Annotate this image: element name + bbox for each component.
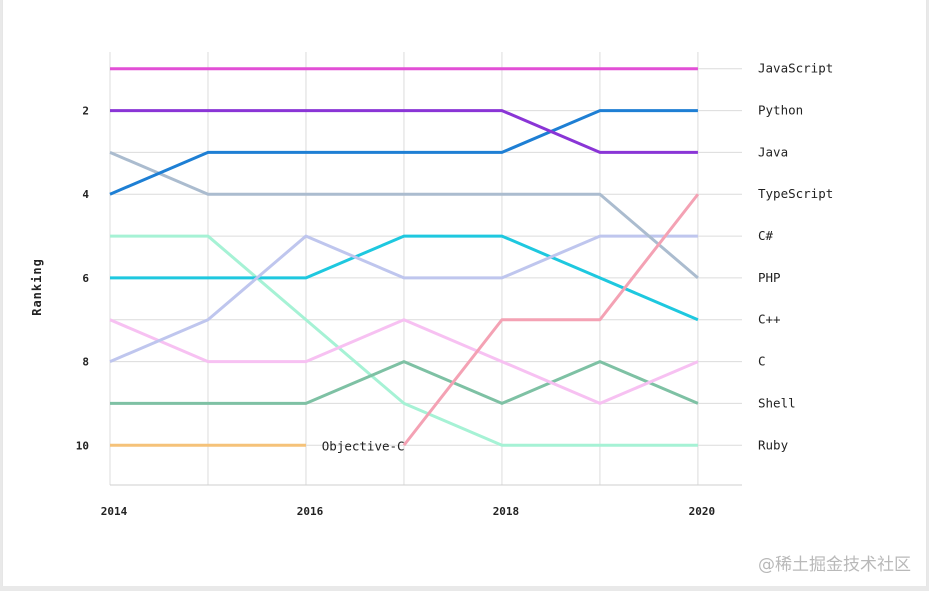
annotation-objective-c: Objective-C — [322, 438, 405, 453]
y-tick-label: 6 — [82, 272, 89, 285]
rank-label-cpp: C++ — [758, 312, 781, 327]
rank-label-ruby: Ruby — [758, 437, 789, 452]
rank-label-javascript: JavaScript — [758, 61, 833, 76]
x-tick-label: 2018 — [493, 505, 520, 518]
series-line-shell — [110, 360, 699, 405]
series-line-cpp — [110, 234, 699, 322]
rank-label-java: Java — [758, 144, 788, 159]
rank-label-python: Python — [758, 103, 803, 118]
axes: 2014 2016 2018 2020 2 4 6 8 10 — [76, 105, 742, 518]
series-line-csharp — [109, 151, 699, 280]
watermark: @稀土掘金技术社区 — [758, 555, 911, 575]
rank-label-c: C — [758, 354, 766, 369]
series-line-java — [109, 109, 698, 196]
grid — [109, 52, 742, 485]
x-tick-label: 2020 — [689, 505, 716, 518]
rank-label-csharp: C# — [758, 228, 774, 243]
x-tick-label: 2014 — [101, 505, 128, 518]
series-line-php — [109, 234, 698, 363]
series-line-python — [110, 109, 698, 154]
series-line-c — [109, 318, 699, 405]
x-tick-label: 2016 — [297, 505, 324, 518]
rank-label-shell: Shell — [758, 395, 796, 410]
y-tick-label: 4 — [82, 188, 89, 201]
y-tick-label: 10 — [76, 439, 89, 452]
series-line-ruby — [110, 234, 698, 447]
y-tick-label: 2 — [82, 105, 89, 118]
series-line-typescript — [402, 193, 700, 447]
rank-label-typescript: TypeScript — [758, 186, 833, 201]
y-axis-title: Ranking — [30, 258, 44, 316]
series-lines — [109, 67, 700, 447]
y-tick-label: 8 — [82, 356, 89, 369]
rank-label-php: PHP — [758, 270, 781, 285]
series-labels: JavaScript Python Java TypeScript C# PHP C++ C S… — [322, 61, 833, 454]
